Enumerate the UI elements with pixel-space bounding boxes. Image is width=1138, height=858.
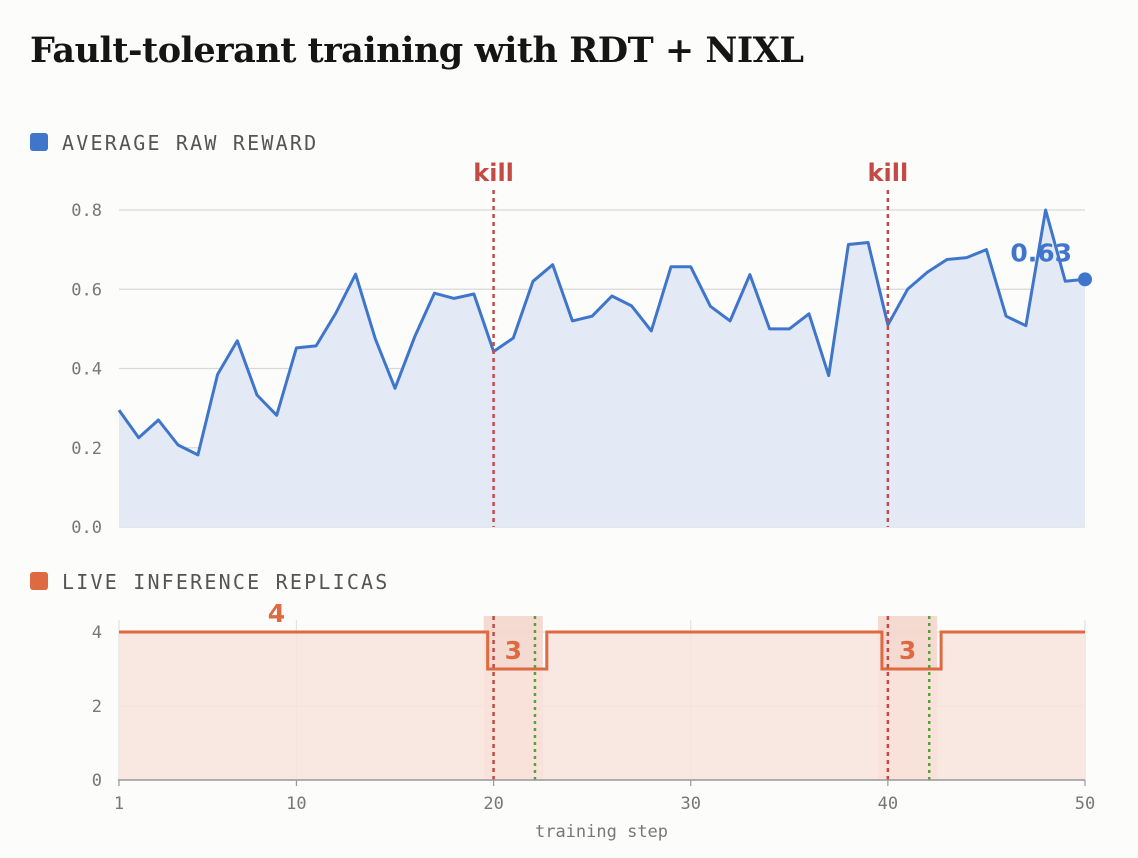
x-tick-label: 30: [680, 794, 700, 814]
reward-legend-label: AVERAGE RAW REWARD: [62, 131, 318, 155]
reward-last-point: [1078, 272, 1092, 287]
x-tick-label: 10: [286, 794, 306, 814]
reward-legend-swatch: [30, 133, 48, 151]
reward-y-tick-label: 0.6: [71, 280, 102, 300]
replicas-legend-swatch: [30, 572, 48, 590]
reward-y-tick-label: 0.4: [71, 360, 102, 380]
kill-label: kill: [868, 159, 909, 187]
x-tick-label: 40: [878, 794, 898, 814]
replicas-area: [119, 632, 1085, 780]
x-axis-label: training step: [535, 822, 668, 842]
replica-count-label: 3: [899, 636, 916, 665]
x-tick-label: 1: [114, 794, 124, 814]
x-tick-label: 50: [1075, 794, 1095, 814]
x-tick-label: 20: [483, 794, 503, 814]
reward-last-value-label: 0.63: [1010, 238, 1072, 267]
reward-panel: AVERAGE RAW REWARD 0.0 0.2 0.4 0.6 0.8 kill k…: [30, 131, 1092, 538]
reward-area: [119, 210, 1085, 527]
replica-count-label: 3: [505, 636, 522, 665]
reward-y-tick-label: 0.2: [71, 439, 102, 459]
replicas-y-tick-label: 4: [92, 623, 102, 643]
replicas-panel: LIVE INFERENCE REPLICAS 4 3 3 0 2 4 1 10 20 30 4…: [30, 570, 1095, 842]
replicas-y-tick-label: 0: [92, 771, 102, 791]
reward-y-tick-label: 0.0: [71, 518, 102, 538]
reward-line: [117, 208, 1086, 457]
reward-y-tick-label: 0.8: [71, 201, 102, 221]
replicas-y-tick-label: 2: [92, 697, 102, 717]
replicas-step-line: [119, 630, 1085, 671]
page-title: Fault-tolerant training with RDT + NIXL: [30, 30, 804, 71]
replicas-legend-label: LIVE INFERENCE REPLICAS: [62, 570, 390, 594]
replica-count-label: 4: [268, 599, 285, 628]
kill-label: kill: [473, 159, 514, 187]
